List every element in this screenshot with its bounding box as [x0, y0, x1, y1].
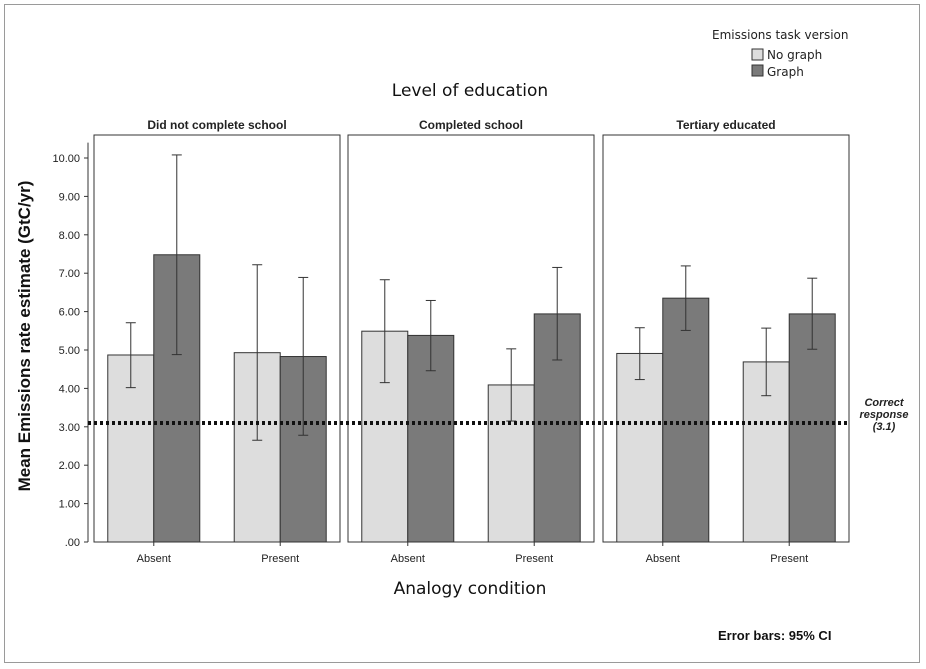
- y-tick-label: 4.00: [59, 383, 80, 395]
- panel: Did not complete school Absent Present: [93, 118, 341, 565]
- legend: Emissions task version No graph Graph: [712, 28, 848, 79]
- reference-line-label: response: [860, 409, 909, 421]
- y-tick-label: 8.00: [59, 230, 80, 242]
- x-axis-label: Analogy condition: [394, 579, 547, 599]
- y-tick-label: 1.00: [59, 499, 80, 511]
- y-tick-label: 3.00: [59, 422, 80, 434]
- bar: [616, 352, 664, 543]
- panel-title: Completed school: [419, 118, 523, 132]
- panel-frame: [602, 134, 850, 543]
- x-tick-label: Present: [515, 553, 553, 565]
- y-axis-label: Mean Emissions rate estimate (GtC/yr): [15, 181, 34, 492]
- y-tick-label: 10.00: [52, 153, 80, 165]
- y-tick-label: 6.00: [59, 307, 80, 319]
- chart-title: Level of education: [392, 81, 548, 101]
- bar: [662, 297, 710, 543]
- panel: Tertiary educated Absent Present: [602, 118, 850, 565]
- legend-swatch-no-graph: [751, 48, 764, 61]
- x-tick-label: Present: [770, 553, 808, 565]
- figure-frame: [4, 4, 920, 663]
- panel-title: Tertiary educated: [676, 118, 775, 132]
- reference-line-label: (3.1): [873, 421, 896, 433]
- x-tick-label: Absent: [137, 553, 171, 565]
- panel-frame: [93, 134, 341, 543]
- y-tick-label: 9.00: [59, 191, 80, 203]
- y-axis: .00 1.00 2.00 3.00 4.00 5.00 6.00 7.00 8.00 9.00 1…: [52, 142, 89, 549]
- panel: Completed school Absent Present: [347, 118, 595, 565]
- y-tick-label: 5.00: [59, 345, 80, 357]
- y-tick-label: 2.00: [59, 460, 80, 472]
- x-tick-label: Absent: [646, 553, 680, 565]
- error-bars-note: Error bars: 95% CI: [718, 628, 831, 643]
- legend-label-graph: Graph: [767, 65, 804, 79]
- legend-swatch-graph: [751, 64, 764, 77]
- x-tick-label: Absent: [391, 553, 425, 565]
- panel-frame: [347, 134, 595, 543]
- bar: [788, 313, 836, 543]
- y-tick-label: .00: [65, 537, 80, 549]
- reference-line-label: Correct: [864, 397, 904, 409]
- y-tick-label: 7.00: [59, 268, 80, 280]
- legend-label-no-graph: No graph: [767, 48, 822, 62]
- panel-title: Did not complete school: [147, 118, 286, 132]
- x-tick-label: Present: [261, 553, 299, 565]
- legend-title: Emissions task version: [712, 28, 848, 42]
